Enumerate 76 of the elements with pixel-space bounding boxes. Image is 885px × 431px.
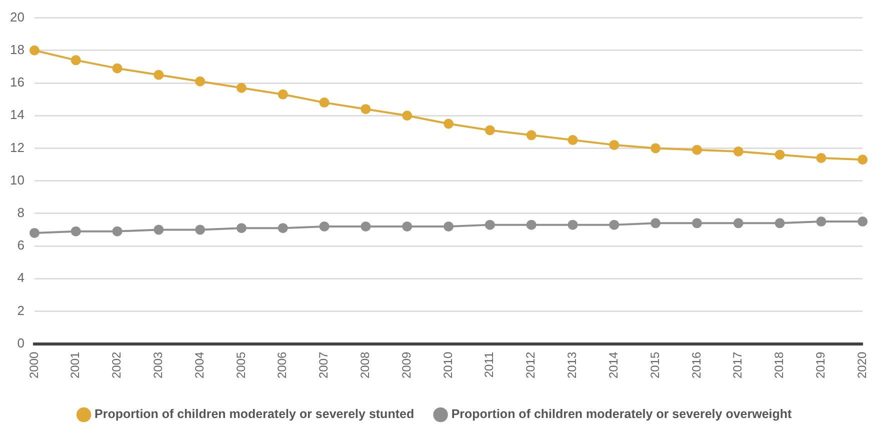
x-tick-label: 2019 xyxy=(814,351,828,379)
point xyxy=(526,130,536,140)
point xyxy=(402,110,412,121)
point xyxy=(444,221,454,232)
x-tick-label: 2005 xyxy=(234,351,248,379)
point xyxy=(112,226,122,236)
point xyxy=(484,220,495,230)
x-tick-label: 2008 xyxy=(358,351,372,379)
y-tick-label: 14 xyxy=(10,107,24,122)
x-tick-label: 2015 xyxy=(648,351,662,379)
point xyxy=(154,70,164,80)
point xyxy=(154,224,164,235)
x-tick-label: 2011 xyxy=(482,351,496,378)
point xyxy=(195,76,206,86)
point xyxy=(444,118,454,129)
y-tick-label: 2 xyxy=(17,302,24,318)
point xyxy=(360,104,371,114)
point xyxy=(319,221,330,232)
x-tick-label: 2004 xyxy=(192,351,206,379)
point xyxy=(733,218,744,228)
point xyxy=(526,220,536,230)
point xyxy=(692,218,702,228)
y-tick-label: 16 xyxy=(10,74,24,90)
point xyxy=(402,221,412,232)
point xyxy=(692,144,702,155)
y-tick-label: 20 xyxy=(10,9,24,24)
y-tick-label: 10 xyxy=(10,172,24,188)
point xyxy=(29,228,40,238)
point xyxy=(484,125,495,136)
x-tick-label: 2016 xyxy=(689,351,704,379)
x-tick-label: 2012 xyxy=(524,351,538,379)
x-tick-label: 2013 xyxy=(565,351,580,379)
y-tick-label: 18 xyxy=(10,42,24,57)
legend-label: Proportion of children moderately or severely stunted xyxy=(94,407,414,422)
point xyxy=(568,135,578,146)
point xyxy=(609,220,620,230)
point xyxy=(70,226,81,236)
point xyxy=(816,152,826,163)
x-tick-label: 2014 xyxy=(606,351,620,379)
y-tick-label: 4 xyxy=(17,270,24,286)
point xyxy=(650,218,661,228)
point xyxy=(609,140,620,150)
point xyxy=(568,220,578,230)
x-tick-label: 2020 xyxy=(854,351,869,379)
point xyxy=(774,150,785,160)
x-tick-label: 2017 xyxy=(730,351,745,379)
point xyxy=(112,63,122,74)
y-tick-label: 6 xyxy=(17,238,24,253)
point xyxy=(774,218,785,228)
x-tick-label: 2000 xyxy=(26,351,41,379)
point xyxy=(29,45,40,56)
point xyxy=(858,216,868,227)
point xyxy=(195,224,206,235)
point xyxy=(319,98,330,108)
point xyxy=(278,89,288,100)
point xyxy=(650,143,661,154)
x-tick-label: 2009 xyxy=(399,351,414,379)
point xyxy=(733,146,744,156)
point xyxy=(70,55,81,66)
point xyxy=(858,154,868,165)
point xyxy=(360,221,371,232)
point xyxy=(278,223,288,234)
legend-label: Proportion of children moderately or severely overweight xyxy=(451,407,793,422)
point xyxy=(816,216,826,227)
point xyxy=(236,223,246,234)
x-tick-label: 2007 xyxy=(316,351,331,379)
y-tick-label: 8 xyxy=(17,204,24,220)
x-tick-label: 2001 xyxy=(68,351,82,379)
y-tick-label: 0 xyxy=(17,335,24,350)
x-tick-label: 2006 xyxy=(275,351,290,379)
x-tick-label: 2010 xyxy=(440,351,455,379)
x-tick-label: 2003 xyxy=(150,351,165,379)
point xyxy=(236,82,246,93)
x-tick-label: 2002 xyxy=(110,351,124,379)
y-tick-label: 12 xyxy=(10,140,24,155)
x-tick-label: 2018 xyxy=(772,351,786,379)
